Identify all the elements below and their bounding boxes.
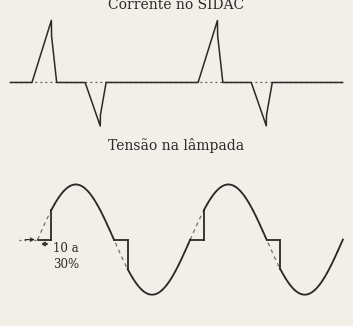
Title: Corrente no SIDAC: Corrente no SIDAC bbox=[108, 0, 245, 12]
Title: Tensão na lâmpada: Tensão na lâmpada bbox=[108, 138, 245, 153]
Text: 10 a
30%: 10 a 30% bbox=[53, 242, 79, 271]
